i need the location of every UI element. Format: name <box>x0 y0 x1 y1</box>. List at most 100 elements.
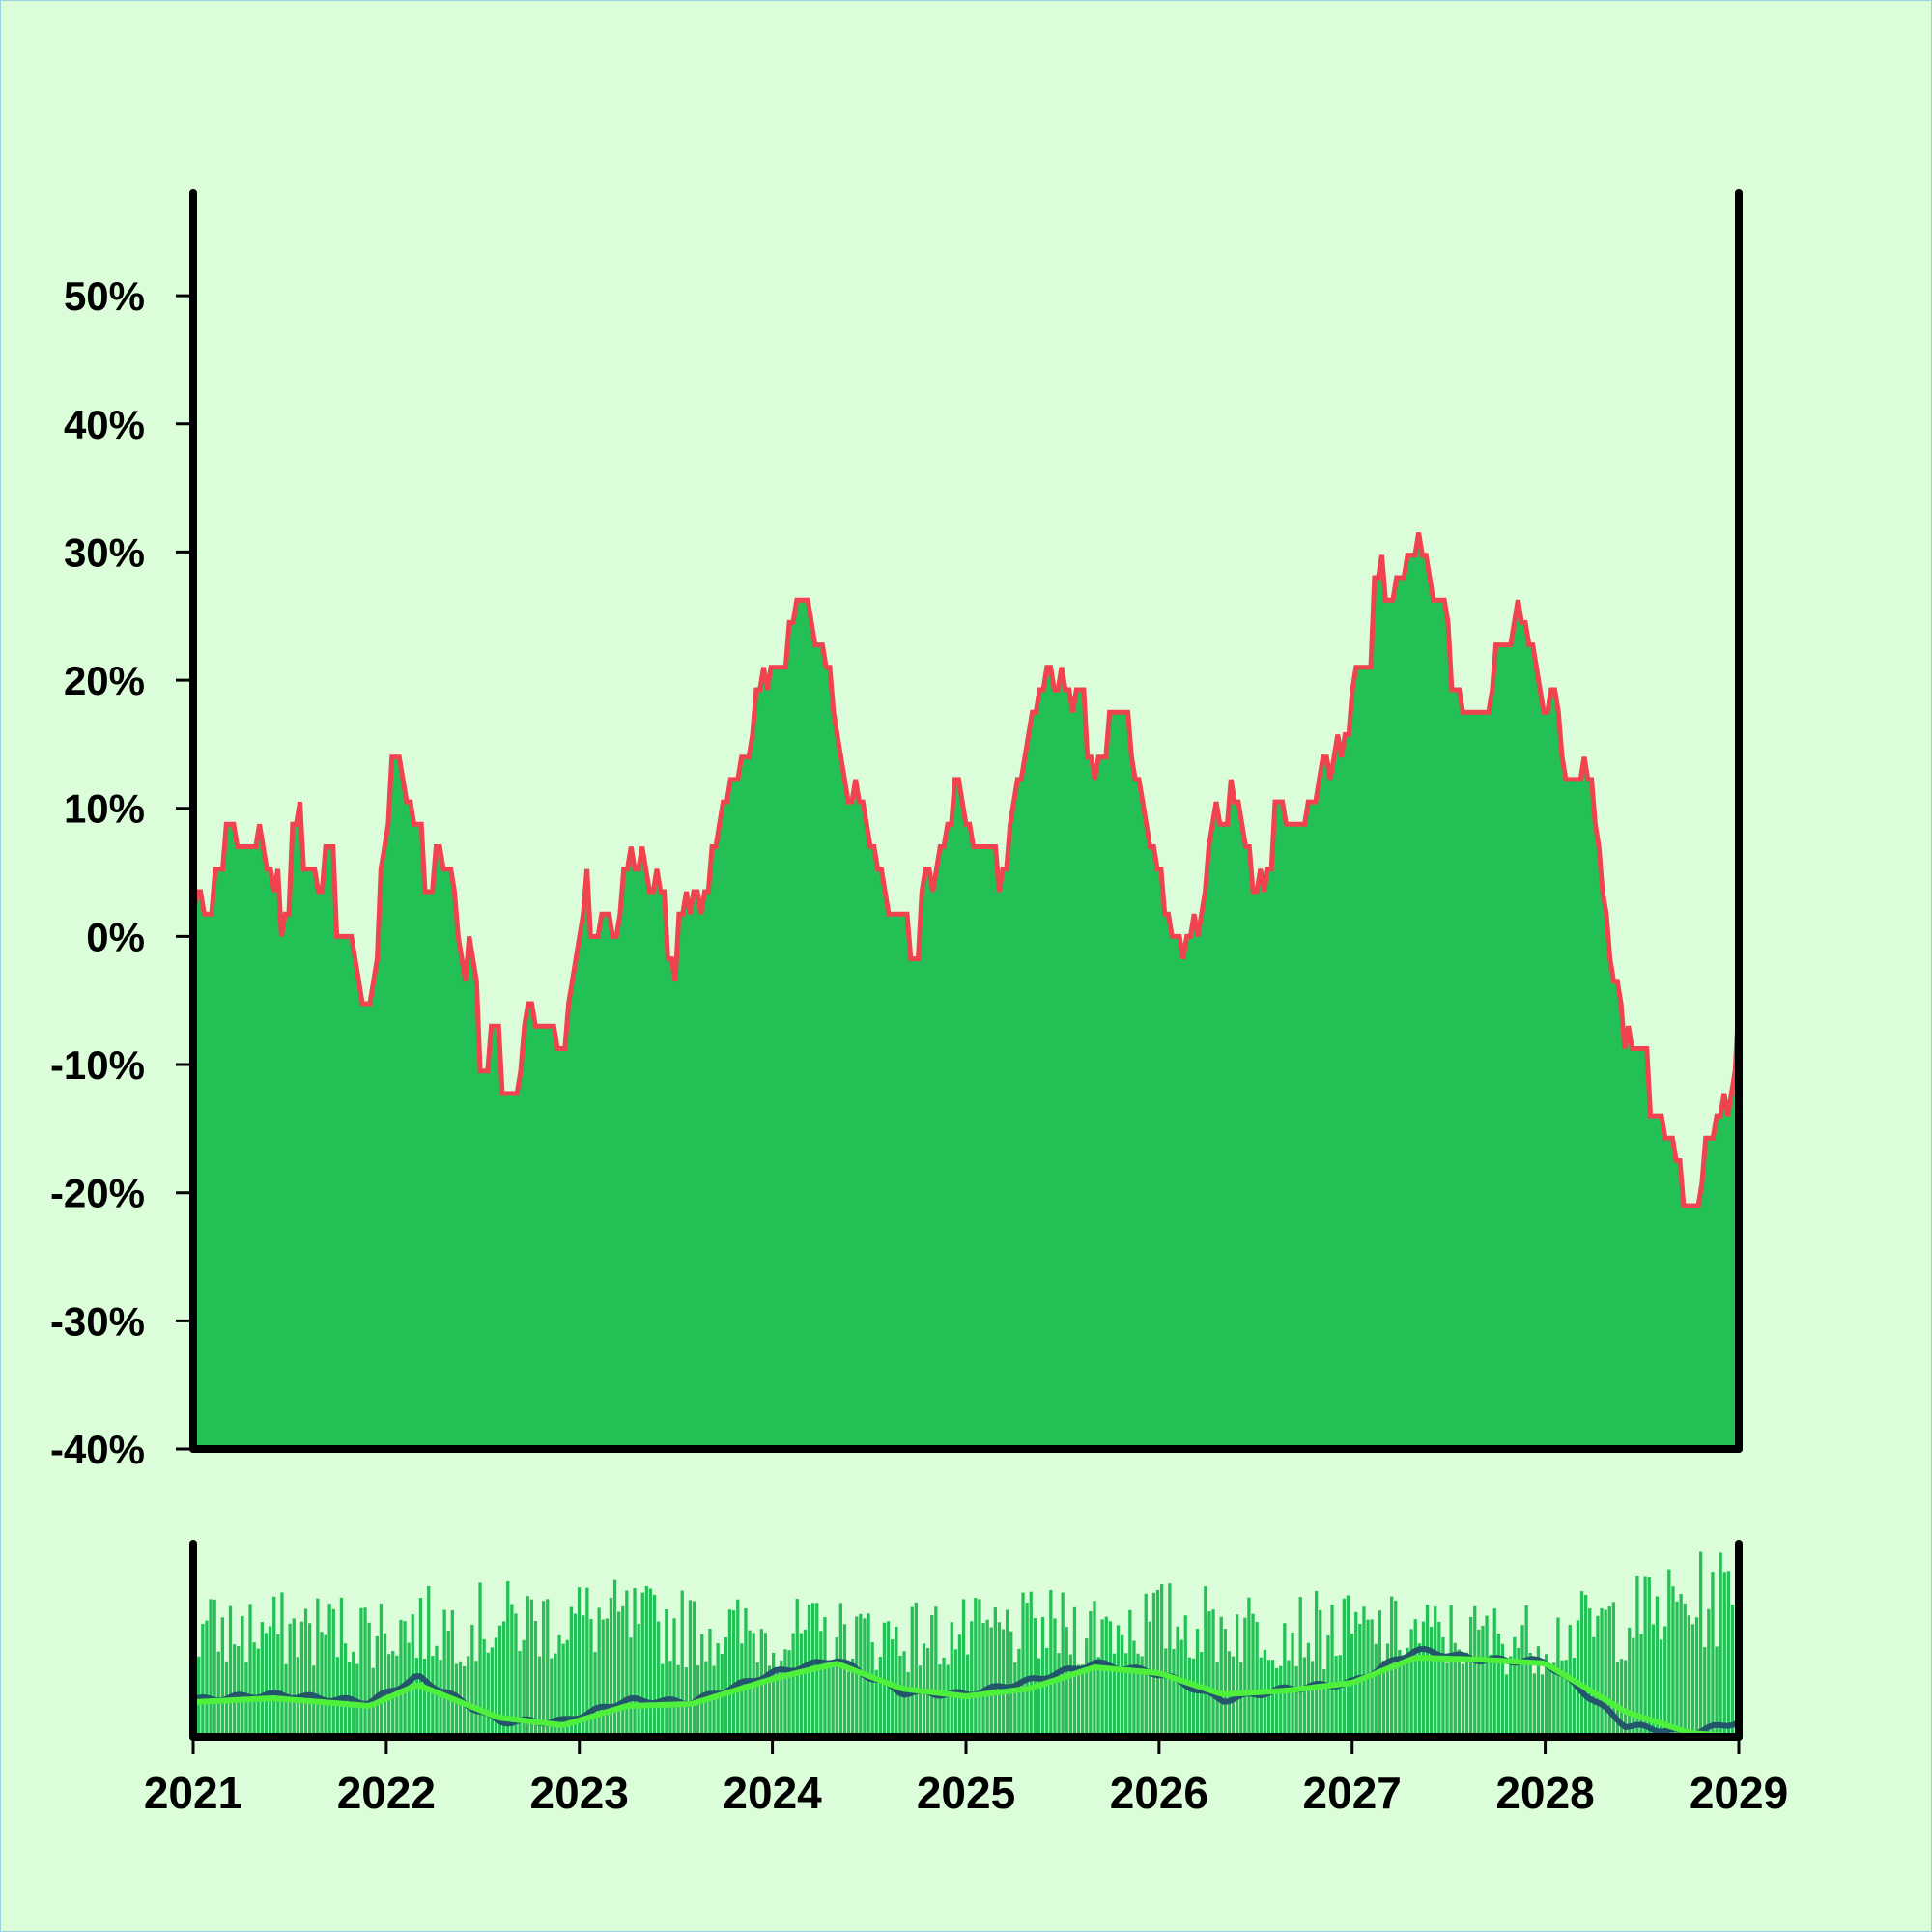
volume-bar <box>1703 1647 1707 1737</box>
y-axis-ticks: -40% -30% -20% -10% 0% 10% 20% 30% 40% 50% <box>50 273 193 1472</box>
volume-bar <box>1144 1593 1148 1737</box>
volume-bar <box>414 1658 418 1737</box>
volume-bar <box>1179 1639 1183 1737</box>
volume-bar <box>938 1664 942 1737</box>
volume-bar <box>1560 1660 1564 1737</box>
volume-bar <box>851 1659 855 1737</box>
volume-bar <box>1441 1637 1445 1737</box>
volume-bar <box>1081 1664 1085 1737</box>
volume-bar <box>974 1598 978 1737</box>
volume-bar <box>1342 1598 1346 1737</box>
volume-bar <box>989 1627 993 1737</box>
volume-bar <box>478 1582 482 1737</box>
volume-bar <box>1223 1629 1227 1737</box>
y-tick-label: 20% <box>64 658 145 703</box>
volume-bar <box>442 1609 446 1737</box>
volume-bar <box>1128 1609 1132 1737</box>
y-tick-label: -20% <box>50 1171 145 1216</box>
volume-bar <box>1021 1592 1025 1737</box>
volume-bar <box>1715 1646 1719 1737</box>
volume-bar <box>617 1611 621 1737</box>
volume-bar <box>482 1638 486 1737</box>
volume-bar <box>799 1633 803 1737</box>
volume-bar <box>339 1597 344 1737</box>
volume-bar <box>700 1634 704 1737</box>
volume-bar <box>918 1665 923 1737</box>
volume-bar <box>708 1629 712 1737</box>
volume-bar <box>292 1618 296 1737</box>
volume-bar <box>1402 1660 1406 1737</box>
volume-bar <box>506 1581 510 1737</box>
volume-bar <box>1430 1627 1434 1737</box>
volume-bar <box>1385 1643 1390 1737</box>
volume-bar <box>997 1622 1002 1737</box>
volume-bar <box>1592 1636 1596 1737</box>
volume-bar <box>1279 1665 1283 1737</box>
volume-bar <box>1049 1590 1053 1737</box>
volume-bar <box>327 1604 331 1737</box>
volume-bar <box>1076 1664 1081 1737</box>
volume-bar <box>228 1605 233 1737</box>
volume-bar <box>446 1631 450 1737</box>
volume-bar <box>375 1635 379 1737</box>
volume-bar <box>985 1619 989 1737</box>
volume-bar <box>1437 1621 1441 1737</box>
volume-bar <box>716 1643 720 1737</box>
volume-bar <box>352 1651 355 1737</box>
volume-bar <box>1251 1613 1255 1737</box>
volume-bar <box>1528 1653 1532 1737</box>
volume-bar <box>819 1631 823 1737</box>
y-tick-label: -40% <box>50 1427 145 1472</box>
volume-bar <box>842 1624 847 1737</box>
volume-bar <box>1374 1643 1378 1737</box>
volume-bar <box>1532 1673 1536 1737</box>
volume-bar <box>1726 1571 1730 1737</box>
volume-bar <box>252 1642 256 1737</box>
volume-bar <box>1275 1667 1279 1737</box>
volume-bar <box>1576 1620 1580 1737</box>
volume-bar <box>1421 1621 1426 1737</box>
volume-bar <box>1615 1662 1620 1737</box>
x-axis-ticks: 2021 2022 2023 2024 2025 2026 2027 2028 2029 <box>144 1737 1788 1818</box>
x-tick-label: 2028 <box>1495 1768 1594 1818</box>
volume-bar <box>272 1596 276 1737</box>
volume-bar <box>1572 1658 1576 1737</box>
volume-bar <box>1204 1586 1208 1737</box>
volume-bar <box>1298 1597 1302 1737</box>
volume-bar <box>906 1672 910 1737</box>
volume-bar <box>383 1633 387 1737</box>
volume-bar <box>1025 1603 1029 1737</box>
volume-bar <box>474 1661 478 1737</box>
volume-bar <box>1596 1615 1600 1737</box>
x-tick-label: 2023 <box>530 1768 629 1818</box>
x-tick-label: 2025 <box>917 1768 1015 1818</box>
volume-bar <box>554 1653 557 1737</box>
volume-bar <box>502 1621 506 1737</box>
volume-bar <box>1370 1619 1374 1737</box>
volume-bar <box>1628 1627 1632 1737</box>
volume-bar <box>1417 1643 1421 1737</box>
volume-bar <box>201 1624 205 1737</box>
volume-bar <box>1545 1654 1548 1737</box>
volume-bar <box>205 1620 209 1737</box>
volume-bar <box>605 1618 609 1737</box>
volume-bar <box>1699 1551 1703 1737</box>
volume-bar <box>787 1650 791 1737</box>
volume-bar <box>1579 1591 1584 1737</box>
trend-line-light <box>192 1655 1740 1740</box>
volume-bar <box>763 1633 768 1737</box>
volume-bar <box>427 1586 431 1737</box>
volume-bar <box>831 1662 835 1737</box>
volume-bar <box>874 1669 878 1737</box>
volume-bar <box>1659 1639 1663 1737</box>
main-axes <box>189 189 1743 1453</box>
volume-bar <box>1398 1650 1402 1737</box>
volume-bar <box>1168 1583 1172 1737</box>
volume-bar <box>1029 1591 1033 1737</box>
volume-bar <box>1291 1632 1294 1737</box>
volume-bar <box>379 1603 384 1737</box>
volume-bar <box>1556 1617 1560 1737</box>
y-tick-label: 30% <box>64 529 145 575</box>
volume-bar <box>399 1619 403 1737</box>
volume-bar <box>644 1586 648 1737</box>
